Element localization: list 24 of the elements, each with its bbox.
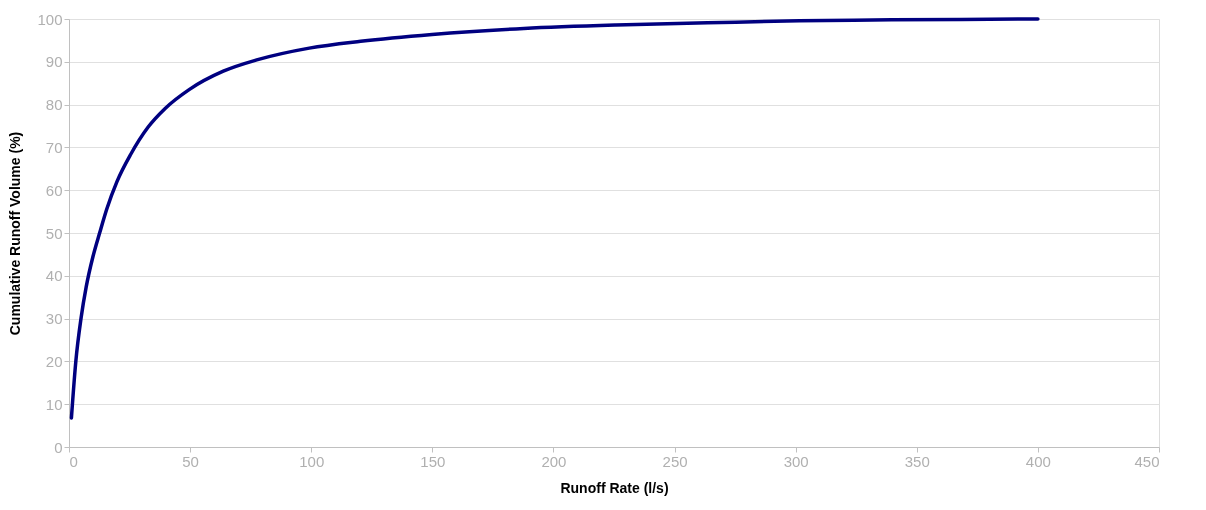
x-tick-label: 250 xyxy=(662,452,688,470)
y-tick-label: 50 xyxy=(45,224,63,242)
y-tick-label: 100 xyxy=(37,10,63,28)
y-tick-label: 20 xyxy=(45,352,63,370)
y-tick-label: 40 xyxy=(45,267,63,285)
line-series xyxy=(69,17,1040,420)
y-tick-label: 0 xyxy=(54,438,63,456)
x-tick-label: 300 xyxy=(783,452,809,470)
y-tick-label: 10 xyxy=(45,395,63,413)
x-axis-title: Runoff Rate (l/s) xyxy=(560,479,669,496)
x-tick-label: 150 xyxy=(420,452,446,470)
x-tick-label: 450 xyxy=(1134,452,1160,470)
y-axis-title: Cumulative Runoff Volume (%) xyxy=(7,131,24,336)
y-tick-label: 90 xyxy=(45,53,63,71)
x-tick-label: 200 xyxy=(541,452,567,470)
x-tick-label: 350 xyxy=(904,452,930,470)
x-tick-label: 400 xyxy=(1025,452,1051,470)
x-tick-label: 0 xyxy=(69,452,78,470)
y-tick-label: 60 xyxy=(45,181,63,199)
y-tick-label: 30 xyxy=(45,310,63,328)
x-tick-label: 50 xyxy=(182,452,199,470)
y-tick-label: 70 xyxy=(45,138,63,156)
x-tick-label: 100 xyxy=(299,452,325,470)
y-tick-label: 80 xyxy=(45,96,63,114)
